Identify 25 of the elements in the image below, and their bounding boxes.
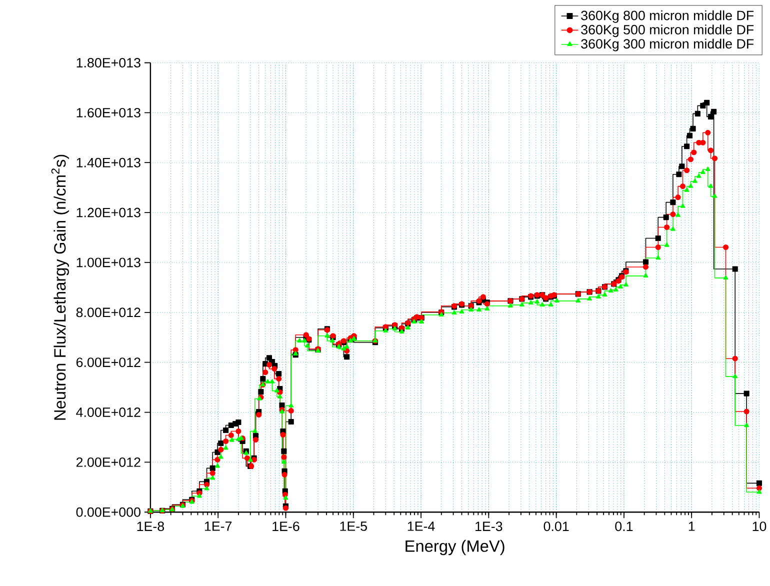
x-axis-title: Energy (MeV): [406, 540, 504, 556]
y-tick-label: 2.00E+012: [76, 458, 140, 467]
y-tick-label: 8.00E+012: [76, 308, 140, 318]
x-tick-label: 10: [752, 522, 766, 532]
legend-label: 360Kg 300 micron middle DF: [581, 38, 754, 52]
x-tick-label: 1E-4: [408, 522, 435, 531]
x-tick-label: 0.1: [615, 522, 633, 532]
x-tick-label: 1E-7: [204, 522, 232, 531]
y-tick-label: 1.40E+013: [76, 158, 140, 168]
x-tick-label: 1E-5: [340, 522, 367, 531]
y-tick-label: 0.00E+000: [76, 507, 140, 517]
y-tick-label: 1.60E+013: [76, 108, 140, 118]
y-tick-label: 4.00E+012: [76, 408, 140, 418]
legend-label: 360Kg 800 micron middle DF: [581, 10, 754, 23]
x-tick-label: 1E-6: [272, 522, 300, 532]
x-tick-label: 0.01: [544, 522, 569, 532]
y-axis-title: Neutron Flux/Lethargy Gain (n/cm$^{2}$s): [51, 154, 69, 420]
legend-label: 360Kg 500 micron middle DF: [581, 24, 754, 38]
y-tick-label: 1.80E+013: [76, 58, 140, 68]
x-tick-label: 1E-8: [137, 522, 164, 532]
y-tick-label: 1.00E+013: [76, 258, 140, 268]
x-tick-label: 1: [688, 522, 695, 531]
x-tick-label: 1E-3: [476, 522, 502, 532]
y-tick-label: 6.00E+012: [76, 358, 140, 368]
y-tick-label: 1.20E+013: [76, 208, 140, 218]
